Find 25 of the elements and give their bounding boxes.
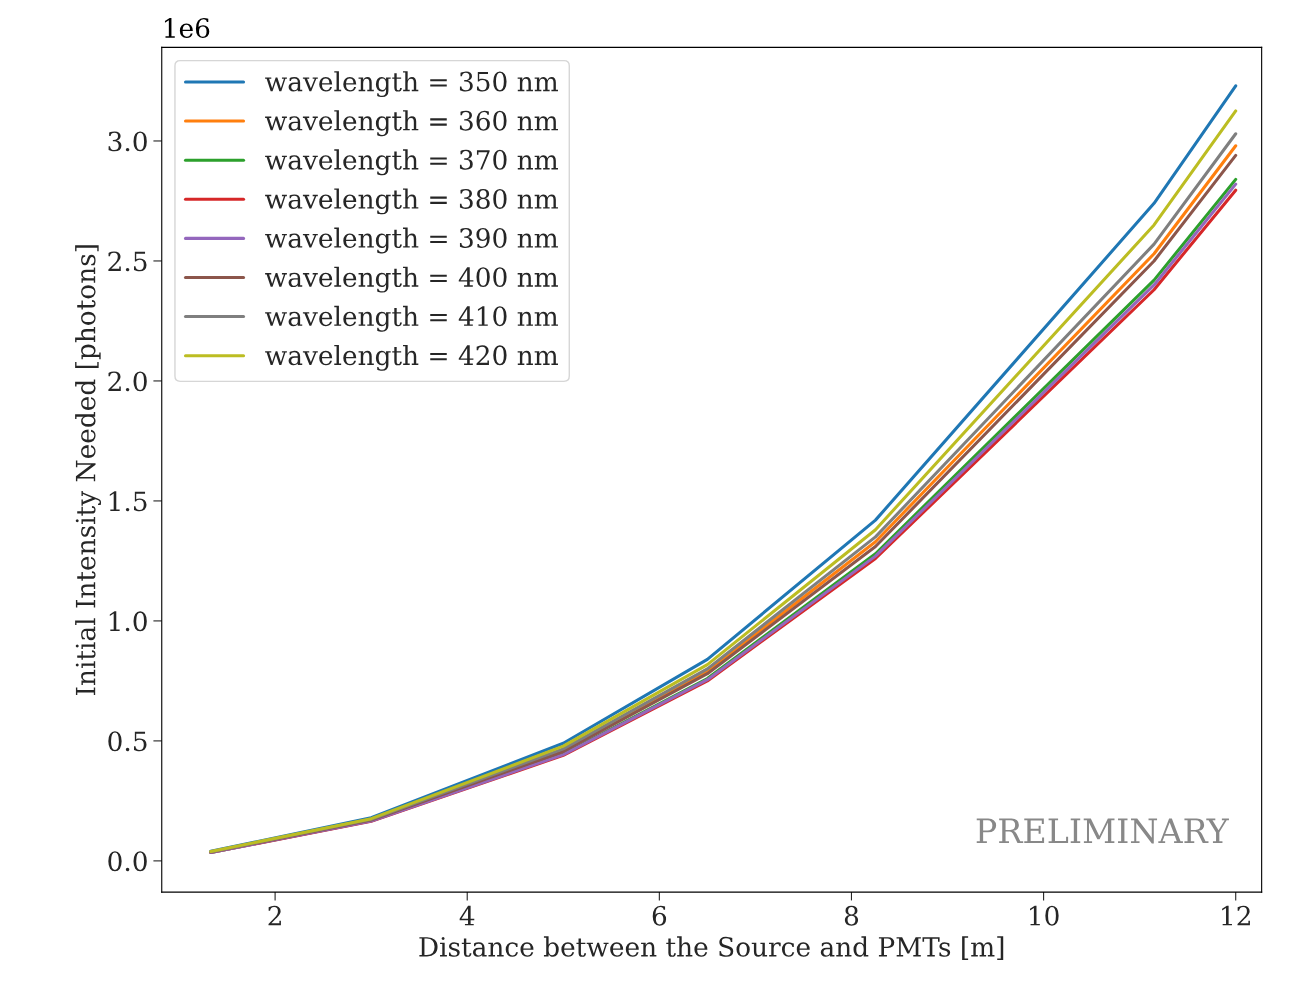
x-tick-label: 4 (459, 905, 475, 926)
y-tick-label: 1.5 (109, 491, 147, 512)
text: 1e6 (164, 18, 210, 39)
x-tick-label: 12 (1222, 905, 1250, 926)
legend-label: wavelength = 370 nm (265, 149, 558, 176)
y-tick-label: 2.0 (108, 371, 147, 392)
legend-label: wavelength = 410 nm (265, 305, 558, 332)
x-tick-label: 8 (844, 905, 859, 926)
x-tick-label: 6 (652, 905, 667, 926)
x-tick-label: 2 (268, 905, 281, 926)
x-axis-title: Distance between the Source and PMTs [m] (419, 936, 1004, 960)
legend-label: wavelength = 400 nm (265, 266, 558, 293)
legend-label: wavelength = 380 nm (265, 188, 558, 215)
y-tick-label: 2.5 (108, 251, 147, 272)
annotation: PRELIMINARY (976, 818, 1229, 844)
legend-label: wavelength = 360 nm (265, 110, 558, 137)
legend-label: wavelength = 350 nm (265, 71, 558, 98)
y-tick-label: 1.0 (109, 611, 147, 632)
x-tick-label: 10 (1030, 905, 1059, 926)
y-axis-title: Initial Intensity Needed [photons] (75, 245, 102, 696)
legend-label: wavelength = 390 nm (265, 227, 558, 254)
y-tick-label: 3.0 (108, 131, 147, 152)
y-tick-label: 0.0 (108, 851, 147, 872)
y-tick-label: 0.5 (108, 731, 147, 752)
legend-label: wavelength = 420 nm (265, 344, 558, 371)
